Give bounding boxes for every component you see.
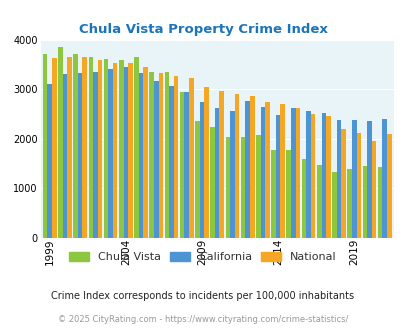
Bar [331,172,336,238]
Bar [230,111,234,238]
Bar [119,60,123,238]
Bar [260,107,264,238]
Bar [275,115,280,238]
Bar [271,150,275,238]
Bar [341,129,345,238]
Bar [164,72,169,238]
Bar [240,137,245,238]
Text: Chula Vista Property Crime Index: Chula Vista Property Crime Index [79,23,326,36]
Bar [362,166,366,238]
Bar [386,134,390,238]
Bar [356,133,360,238]
Bar [325,116,330,238]
Bar [128,63,132,238]
Bar [189,78,193,238]
Bar [179,92,184,238]
Bar [280,104,284,238]
Bar [371,141,375,238]
Bar [104,59,108,238]
Bar [52,58,56,238]
Bar [108,69,113,238]
Bar [169,86,173,238]
Bar [113,63,117,238]
Bar [204,86,208,238]
Bar [256,135,260,238]
Bar [173,76,178,238]
Bar [139,73,143,238]
Bar [295,108,299,238]
Bar [123,67,128,238]
Bar [153,81,158,238]
Bar [93,72,98,238]
Bar [264,102,269,238]
Bar [377,167,382,238]
Bar [234,94,239,238]
Bar [184,92,189,238]
Bar [301,159,305,238]
Bar [158,73,163,238]
Bar [78,73,82,238]
Bar [62,74,67,238]
Bar [67,57,72,238]
Bar [366,121,371,238]
Bar [210,127,214,238]
Bar [143,67,147,238]
Bar [199,102,204,238]
Bar [73,54,78,238]
Bar [43,54,47,238]
Text: © 2025 CityRating.com - https://www.cityrating.com/crime-statistics/: © 2025 CityRating.com - https://www.city… [58,315,347,324]
Bar [382,119,386,238]
Bar [249,96,254,238]
Bar [310,115,315,238]
Bar [347,169,351,238]
Bar [225,137,230,238]
Bar [214,108,219,238]
Bar [98,60,102,238]
Bar [195,121,199,238]
Bar [82,57,87,238]
Bar [336,120,341,238]
Bar [351,120,356,238]
Bar [290,108,295,238]
Bar [58,47,62,238]
Text: Crime Index corresponds to incidents per 100,000 inhabitants: Crime Index corresponds to incidents per… [51,291,354,301]
Bar [219,91,224,238]
Bar [286,150,290,238]
Legend: Chula Vista, California, National: Chula Vista, California, National [65,248,340,267]
Bar [245,102,249,238]
Bar [305,111,310,238]
Bar [134,57,139,238]
Bar [88,57,93,238]
Bar [321,114,325,238]
Bar [47,84,52,238]
Bar [149,72,153,238]
Bar [316,165,321,238]
